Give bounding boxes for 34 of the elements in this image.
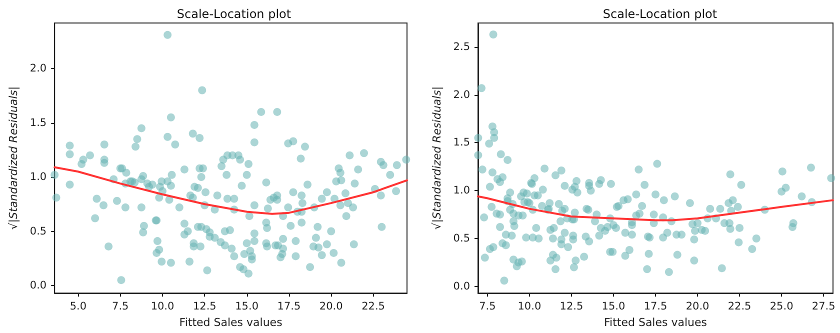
x-tick-label: 20.0	[686, 300, 710, 313]
y-tick-label: 1.0	[30, 171, 47, 184]
y-tick-label: 2.0	[453, 88, 470, 101]
x-axis-title: Fitted Sales values	[604, 316, 708, 329]
x-tick-label: 15.0	[235, 300, 259, 313]
y-tick-label: 0.0	[30, 280, 47, 292]
x-axis-title: Fitted Sales values	[179, 316, 283, 329]
x-tick-label: 5.0	[70, 300, 87, 313]
y-tick-label: 1.5	[453, 136, 470, 149]
y-tick-label: 0.5	[453, 232, 470, 245]
x-tick-label: 25.0	[770, 300, 794, 313]
y-tick-label: 0.0	[453, 280, 470, 292]
y-axis-title: √|Standardized Residuals|	[430, 86, 444, 230]
x-tick-label: 12.5	[560, 300, 584, 313]
x-tick-label: 15.0	[602, 300, 626, 313]
y-tick-label: 2.0	[30, 62, 47, 75]
y-tick-label: 1.0	[453, 184, 470, 197]
y-tick-label: 0.5	[30, 225, 47, 238]
x-tick-label: 17.5	[277, 300, 301, 313]
x-tick-label: 7.5	[112, 300, 129, 313]
x-tick-label: 27.5	[812, 300, 836, 313]
x-tick-label: 10.0	[150, 300, 174, 313]
chart-title: Scale-Location plot	[602, 7, 718, 21]
y-tick-label: 2.5	[453, 40, 470, 53]
chart-title: Scale-Location plot	[176, 7, 292, 21]
x-tick-label: 20.0	[319, 300, 343, 313]
x-tick-label: 10.0	[518, 300, 542, 313]
x-tick-label: 12.5	[192, 300, 216, 313]
y-tick-label: 1.5	[30, 116, 47, 129]
y-axis-title: √|Standardized Residuals|	[7, 86, 20, 230]
x-tick-label: 22.5	[362, 300, 385, 313]
x-tick-label: 22.5	[728, 300, 752, 313]
x-tick-label: 7.5	[479, 300, 496, 313]
x-tick-label: 17.5	[644, 300, 668, 313]
